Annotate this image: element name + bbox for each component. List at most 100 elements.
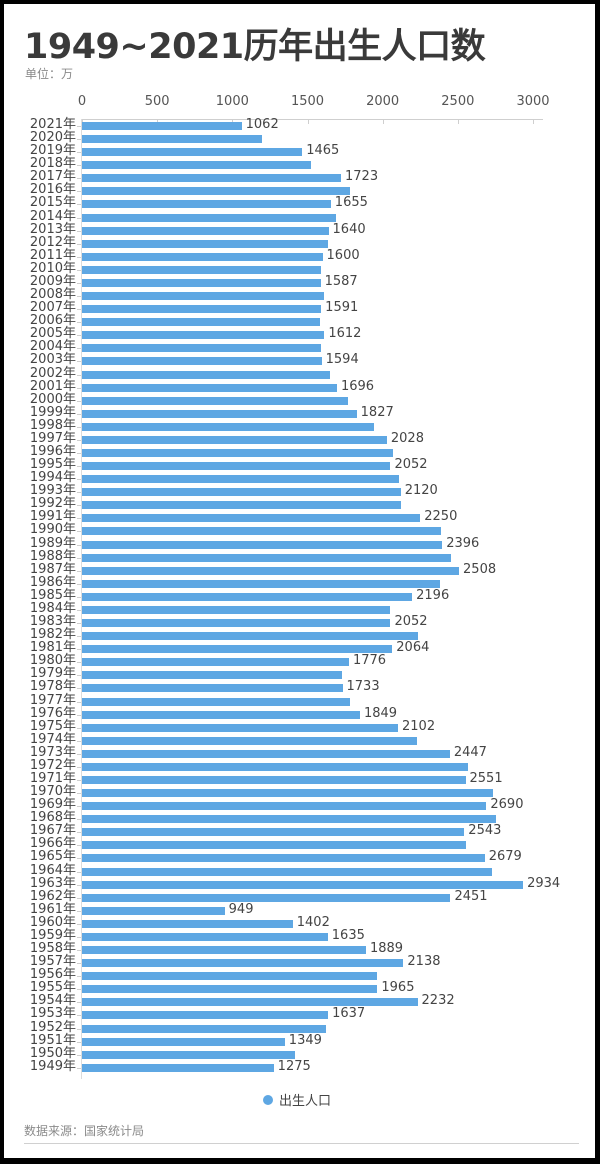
bar[interactable] bbox=[82, 161, 311, 170]
bar[interactable] bbox=[82, 265, 322, 274]
bar-row: 2015年 1655 bbox=[4, 196, 595, 211]
bar[interactable] bbox=[82, 435, 387, 444]
y-category-label: 1974年 bbox=[29, 731, 76, 747]
bar-row: 1987年 2508 bbox=[4, 562, 595, 578]
bar[interactable] bbox=[82, 422, 374, 431]
bar[interactable] bbox=[82, 449, 393, 457]
bar[interactable] bbox=[82, 1050, 296, 1059]
bar-value-label: 1637 bbox=[332, 1006, 366, 1022]
bar[interactable] bbox=[82, 1011, 329, 1020]
bar[interactable] bbox=[82, 527, 442, 536]
bar-value-label: 2543 bbox=[468, 823, 502, 839]
bar[interactable] bbox=[82, 278, 321, 287]
bar[interactable] bbox=[82, 148, 303, 157]
bar[interactable] bbox=[82, 671, 342, 680]
bar[interactable] bbox=[82, 1037, 285, 1046]
bar[interactable] bbox=[82, 841, 466, 850]
bar[interactable] bbox=[82, 658, 349, 667]
bar[interactable] bbox=[82, 710, 360, 719]
bar-row: 1963年 2934 bbox=[4, 876, 595, 892]
bar[interactable] bbox=[82, 135, 263, 144]
bar[interactable] bbox=[82, 959, 404, 968]
bar[interactable] bbox=[82, 305, 322, 314]
legend[interactable]: 出生人口 bbox=[263, 1090, 331, 1109]
bar[interactable] bbox=[82, 723, 398, 732]
bar[interactable] bbox=[82, 174, 342, 183]
bar[interactable] bbox=[82, 762, 468, 771]
bar[interactable] bbox=[82, 396, 349, 405]
bar[interactable] bbox=[82, 213, 336, 222]
y-tick-mark bbox=[77, 335, 81, 337]
y-category-label: 1989年 bbox=[29, 535, 76, 551]
x-tick-mark bbox=[533, 120, 534, 124]
bar[interactable] bbox=[82, 932, 328, 941]
bar[interactable] bbox=[82, 239, 328, 248]
y-tick-mark bbox=[77, 858, 81, 860]
bar[interactable] bbox=[82, 684, 343, 693]
bar[interactable] bbox=[82, 226, 329, 235]
bar[interactable] bbox=[82, 802, 487, 811]
bar[interactable] bbox=[82, 566, 460, 575]
bar[interactable] bbox=[82, 789, 494, 798]
bar[interactable] bbox=[82, 946, 366, 955]
bar[interactable] bbox=[82, 292, 324, 301]
bar[interactable] bbox=[82, 749, 450, 758]
y-category-label: 1979年 bbox=[29, 666, 76, 682]
bar[interactable] bbox=[82, 475, 400, 484]
bar[interactable] bbox=[82, 880, 524, 889]
bar[interactable] bbox=[82, 919, 293, 928]
bar[interactable] bbox=[82, 540, 443, 549]
y-tick-mark bbox=[77, 230, 81, 232]
bar[interactable] bbox=[82, 344, 322, 353]
y-tick-mark bbox=[77, 374, 81, 376]
bar-value-label: 2447 bbox=[453, 744, 487, 760]
bar[interactable] bbox=[82, 1024, 326, 1033]
chart-title: 1949~2021历年出生人口数 bbox=[24, 27, 486, 67]
bar[interactable] bbox=[82, 370, 330, 379]
y-tick-mark bbox=[77, 1015, 81, 1017]
bar[interactable] bbox=[82, 972, 377, 981]
bar-value-label: 2250 bbox=[424, 509, 458, 525]
bar-row: 2000年 bbox=[4, 392, 595, 408]
bar[interactable] bbox=[82, 645, 393, 654]
bar[interactable] bbox=[82, 187, 351, 196]
bar[interactable] bbox=[82, 252, 323, 261]
bar[interactable] bbox=[82, 985, 378, 994]
bar[interactable] bbox=[82, 514, 421, 523]
data-source: 数据来源：国家统计局 bbox=[24, 1124, 145, 1138]
bar[interactable] bbox=[82, 815, 497, 824]
bar[interactable] bbox=[82, 357, 322, 366]
bar[interactable] bbox=[82, 488, 401, 497]
bar[interactable] bbox=[82, 619, 391, 628]
y-category-label: 2010年 bbox=[29, 260, 76, 276]
bar[interactable] bbox=[82, 828, 465, 837]
bar[interactable] bbox=[82, 501, 402, 510]
y-tick-mark bbox=[77, 753, 81, 755]
bar[interactable] bbox=[82, 605, 391, 614]
bar[interactable] bbox=[82, 697, 351, 706]
bar[interactable] bbox=[82, 553, 452, 562]
bar[interactable] bbox=[82, 331, 325, 340]
bar[interactable] bbox=[82, 867, 493, 876]
y-tick-mark bbox=[77, 387, 81, 389]
bar[interactable] bbox=[82, 122, 242, 130]
bar-value-label: 1465 bbox=[306, 143, 340, 159]
bar[interactable] bbox=[82, 1063, 274, 1072]
bar[interactable] bbox=[82, 854, 485, 863]
bar[interactable] bbox=[82, 383, 337, 392]
bar[interactable] bbox=[82, 893, 451, 902]
bar[interactable] bbox=[82, 318, 321, 327]
bar[interactable] bbox=[82, 736, 417, 745]
y-tick-mark bbox=[77, 439, 81, 441]
bar[interactable] bbox=[82, 776, 466, 784]
bar[interactable] bbox=[82, 579, 441, 588]
bar[interactable] bbox=[82, 632, 419, 641]
bar[interactable] bbox=[82, 592, 413, 601]
bar-row: 1949年 1275 bbox=[4, 1059, 595, 1075]
bar[interactable] bbox=[82, 462, 391, 471]
bar[interactable] bbox=[82, 409, 357, 418]
bar[interactable] bbox=[82, 906, 225, 915]
bar[interactable] bbox=[82, 998, 418, 1007]
bar-value-label: 1402 bbox=[296, 914, 330, 930]
bar[interactable] bbox=[82, 200, 331, 209]
